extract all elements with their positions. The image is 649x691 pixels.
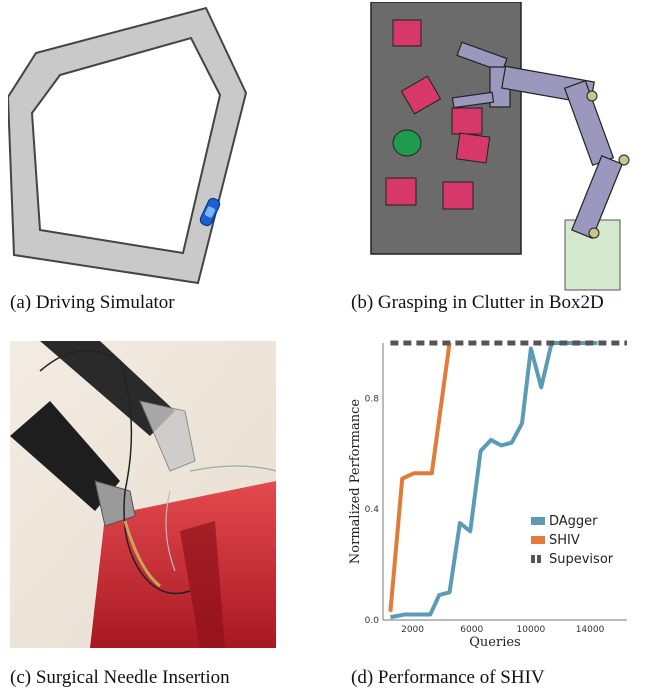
- driving-simulator-panel: [8, 5, 308, 287]
- goal-region: [564, 219, 621, 291]
- tissue-phantom: [90, 481, 276, 648]
- surgical-needle-image: [10, 341, 276, 648]
- x-tick-label: 6000: [460, 625, 483, 635]
- object-circle: [392, 129, 422, 157]
- series-line-dagger: [390, 341, 598, 620]
- suture-wire: [39, 349, 191, 595]
- object-square: [392, 19, 422, 47]
- caption-b: (b) Grasping in Clutter in Box2D: [351, 292, 604, 313]
- x-tick-label: 2000: [401, 625, 424, 635]
- car-icon: [199, 197, 221, 227]
- object-square: [455, 132, 491, 164]
- surgical-photo: [10, 341, 276, 648]
- surgical-tool-right: [40, 341, 175, 436]
- legend-swatch: [531, 536, 545, 544]
- legend-swatch: [531, 517, 545, 525]
- needle: [123, 520, 161, 588]
- robot-arm: [451, 41, 623, 239]
- clutter-objects: [385, 19, 491, 210]
- object-square: [451, 107, 483, 135]
- grasping-illustration: [370, 2, 630, 291]
- driving-track-illustration: [8, 6, 248, 285]
- grasping-panel: [368, 2, 643, 292]
- x-tick-label: 10000: [517, 625, 546, 635]
- performance-chart-svg: 0.0 0.4 0.8 2000 6000 10000 14000 Queries Normal…: [348, 340, 627, 650]
- caption-a: (a) Driving Simulator: [10, 292, 175, 313]
- arm-joints: [586, 90, 630, 239]
- track-inner: [30, 36, 222, 255]
- legend-label: DAgger: [549, 514, 598, 529]
- object-square: [400, 75, 442, 115]
- y-tick-label: 0.8: [365, 394, 380, 404]
- legend-swatch: [537, 555, 541, 563]
- object-square: [442, 181, 474, 210]
- y-tick-label: 0.0: [365, 616, 380, 626]
- caption-d: (d) Performance of SHIV: [351, 667, 545, 688]
- caption-c: (c) Surgical Needle Insertion: [10, 667, 230, 688]
- performance-chart: 0.0 0.4 0.8 2000 6000 10000 14000 Queries Normal…: [345, 335, 640, 665]
- legend-swatch: [531, 555, 535, 563]
- y-axis-label: Normalized Performance: [348, 399, 363, 564]
- x-axis-label: Queries: [469, 635, 520, 650]
- series-line-shiv: [388, 342, 452, 612]
- legend-label: Supevisor: [549, 552, 614, 567]
- object-square: [385, 177, 417, 206]
- legend-label: SHIV: [549, 533, 580, 548]
- y-tick-label: 0.4: [365, 505, 380, 515]
- surgical-tool-left: [10, 401, 120, 511]
- x-tick-label: 14000: [576, 625, 605, 635]
